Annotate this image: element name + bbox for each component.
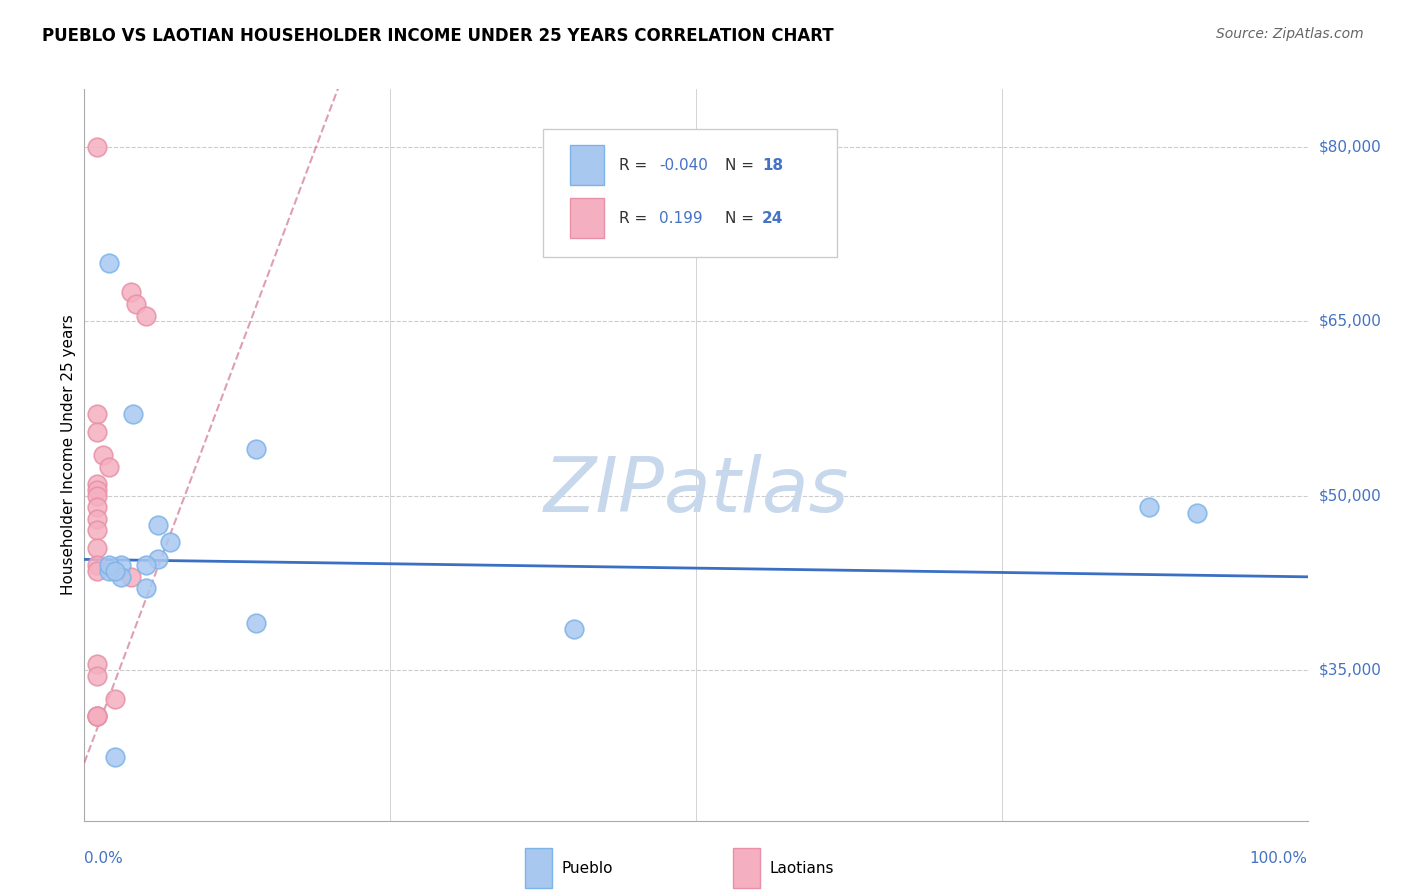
Bar [733,848,759,888]
Point [1137,500,1160,515]
Point [86,407,108,421]
Point [245,616,267,631]
Text: $80,000: $80,000 [1319,140,1382,154]
Text: 18: 18 [762,158,783,172]
Point [122,407,145,421]
Text: N =: N = [725,158,759,172]
Point [125,297,148,311]
Point [86,564,108,578]
Text: Pueblo: Pueblo [561,861,613,876]
Point [86,512,108,526]
Point [86,500,108,515]
Text: Laotians: Laotians [769,861,834,876]
Point [97,564,120,578]
Text: 24: 24 [762,211,783,226]
Point [110,570,132,584]
FancyBboxPatch shape [543,129,837,258]
Point [104,564,127,578]
Point [104,749,127,764]
Text: $35,000: $35,000 [1319,662,1382,677]
Point [86,709,108,723]
Point [86,657,108,671]
Point [86,709,108,723]
Point [562,622,585,636]
Point [86,477,108,491]
Text: 100.0%: 100.0% [1250,851,1308,866]
Text: 0.0%: 0.0% [84,851,124,866]
Point [97,256,120,270]
Point [86,140,108,154]
Text: Source: ZipAtlas.com: Source: ZipAtlas.com [1216,27,1364,41]
Point [86,489,108,503]
Point [97,459,120,474]
Text: R =: R = [619,158,652,172]
Bar [569,198,605,238]
Text: R =: R = [619,211,652,226]
Text: N =: N = [725,211,759,226]
Bar [524,848,551,888]
Point [135,558,157,573]
Point [120,570,142,584]
Point [110,558,132,573]
Point [159,535,181,549]
Point [86,668,108,682]
Point [135,582,157,596]
Point [86,541,108,555]
Text: ZIPatlas: ZIPatlas [543,455,849,528]
Text: -0.040: -0.040 [659,158,709,172]
Point [245,442,267,456]
Point [120,285,142,300]
Y-axis label: Householder Income Under 25 years: Householder Income Under 25 years [60,315,76,595]
Point [86,425,108,439]
Point [91,448,114,462]
Point [135,309,157,323]
Text: $50,000: $50,000 [1319,488,1382,503]
Point [146,552,169,566]
Bar [569,145,605,186]
Text: 0.199: 0.199 [659,211,703,226]
Point [97,558,120,573]
Text: $65,000: $65,000 [1319,314,1382,329]
Point [146,517,169,532]
Point [1187,506,1209,520]
Point [86,483,108,497]
Point [86,558,108,573]
Point [86,524,108,538]
Text: PUEBLO VS LAOTIAN HOUSEHOLDER INCOME UNDER 25 YEARS CORRELATION CHART: PUEBLO VS LAOTIAN HOUSEHOLDER INCOME UND… [42,27,834,45]
Point [86,709,108,723]
Point [104,691,127,706]
